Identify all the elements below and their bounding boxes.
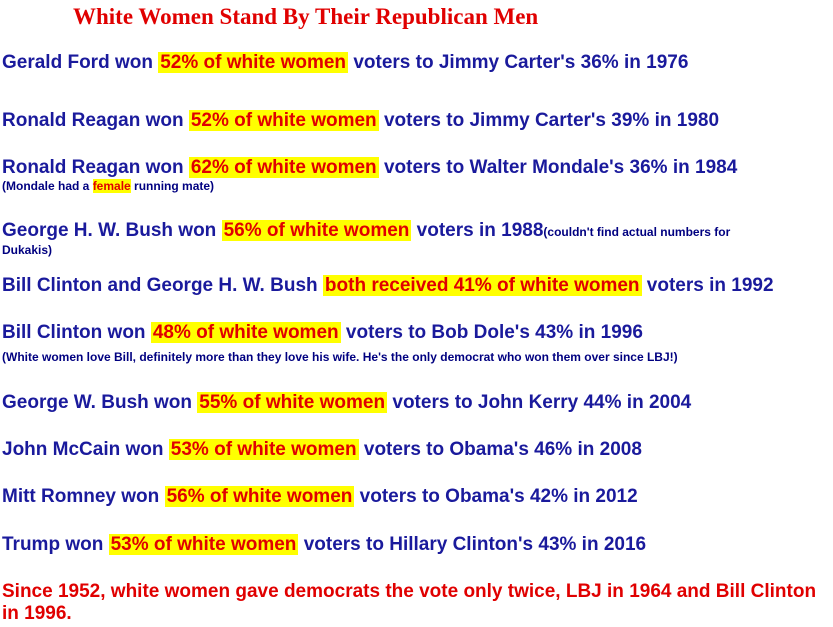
highlighted-stat: 48% of white women [150, 322, 341, 343]
statement-text: voters to Obama's 46% in 2008 [358, 439, 642, 460]
statement-text: voters to Obama's 42% in 2012 [354, 486, 638, 507]
statement-text: John McCain won [2, 439, 169, 460]
statement-1996: Bill Clinton won 48% of white women vote… [2, 322, 643, 344]
statement-text: Ronald Reagan won [2, 110, 189, 131]
statement-2016: Trump won 53% of white women voters to H… [2, 534, 646, 556]
page-title: White Women Stand By Their Republican Me… [73, 4, 539, 29]
statement-text: voters to Bob Dole's 43% in 1996 [340, 322, 643, 343]
statement-text: voters in 1992 [641, 275, 774, 296]
statement-text: voters to Walter Mondale's 36% in 1984 [378, 157, 738, 178]
highlighted-stat: 62% of white women [188, 157, 379, 178]
note-1984: (Mondale had a female running mate) [2, 179, 214, 194]
highlighted-stat: 52% of white women [158, 52, 349, 73]
statement-text: voters to John Kerry 44% in 2004 [387, 392, 692, 413]
statement-text: George H. W. Bush won [2, 220, 222, 241]
conclusion-text: Since 1952, white women gave democrats t… [2, 581, 817, 624]
statement-1984: Ronald Reagan won 62% of white women vot… [2, 157, 737, 179]
note-1988-continued: Dukakis) [2, 243, 53, 257]
highlighted-stat: 55% of white women [197, 392, 388, 413]
note-text: running mate) [130, 179, 215, 193]
statement-text: voters to Jimmy Carter's 36% in 1976 [348, 52, 689, 73]
statement-2008: John McCain won 53% of white women voter… [2, 439, 642, 461]
note-1996: (White women love Bill, definitely more … [2, 350, 678, 364]
statement-1976: Gerald Ford won 52% of white women voter… [2, 52, 688, 74]
statement-text: Bill Clinton won [2, 322, 151, 343]
statement-1992: Bill Clinton and George H. W. Bush both … [2, 275, 774, 297]
statement-text: Gerald Ford won [2, 52, 159, 73]
highlighted-note-word: female [92, 179, 131, 193]
note-inline-1988: (couldn't find actual numbers for [543, 225, 731, 239]
statement-text: voters in 1988 [411, 220, 544, 241]
statement-text: voters to Jimmy Carter's 39% in 1980 [378, 110, 720, 131]
highlighted-stat: 53% of white women [168, 439, 359, 460]
statement-text: voters to Hillary Clinton's 43% in 2016 [298, 534, 647, 555]
highlighted-stat: 56% of white women [221, 220, 412, 241]
statement-2004: George W. Bush won 55% of white women vo… [2, 392, 691, 414]
highlighted-stat: 53% of white women [108, 534, 299, 555]
statement-1980: Ronald Reagan won 52% of white women vot… [2, 110, 719, 132]
highlighted-stat: 52% of white women [188, 110, 379, 131]
statement-text: Mitt Romney won [2, 486, 165, 507]
highlighted-stat: both received 41% of white women [322, 275, 642, 296]
highlighted-stat: 56% of white women [164, 486, 355, 507]
statement-text: Bill Clinton and George H. W. Bush [2, 275, 323, 296]
statement-text: Ronald Reagan won [2, 157, 189, 178]
statement-1988: George H. W. Bush won 56% of white women… [2, 220, 730, 243]
statement-text: Trump won [2, 534, 109, 555]
statement-2012: Mitt Romney won 56% of white women voter… [2, 486, 638, 508]
note-text: (Mondale had a [2, 179, 93, 193]
statement-text: George W. Bush won [2, 392, 198, 413]
